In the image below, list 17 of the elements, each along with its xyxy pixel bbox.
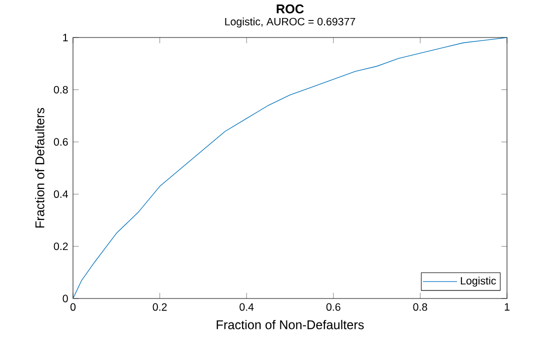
chart-title: ROC (276, 4, 304, 14)
y-tick-label: 0.8 (54, 86, 68, 94)
y-tick-label: 0.4 (54, 190, 68, 198)
x-tick-label: 0 (70, 303, 76, 312)
chart-subtitle: Logistic, AUROC = 0.69377 (225, 18, 356, 28)
y-tick-label: 0 (62, 294, 68, 303)
y-tick-label: 0.2 (54, 242, 68, 250)
legend-label: Logistic (460, 276, 496, 287)
y-tick-label: 1 (63, 34, 68, 42)
x-axis-title: Fraction of Non-Defaulters (216, 320, 364, 330)
x-tick-label: 0.4 (240, 303, 254, 312)
y-tick-label: 0.6 (54, 138, 68, 146)
y-axis-title: Fraction of Defaulters (35, 108, 44, 228)
x-tick-label: 0.6 (326, 303, 340, 312)
x-tick-label: 0.8 (413, 303, 428, 312)
x-tick-label: 1 (504, 303, 510, 311)
x-tick-label: 0.2 (152, 303, 167, 312)
